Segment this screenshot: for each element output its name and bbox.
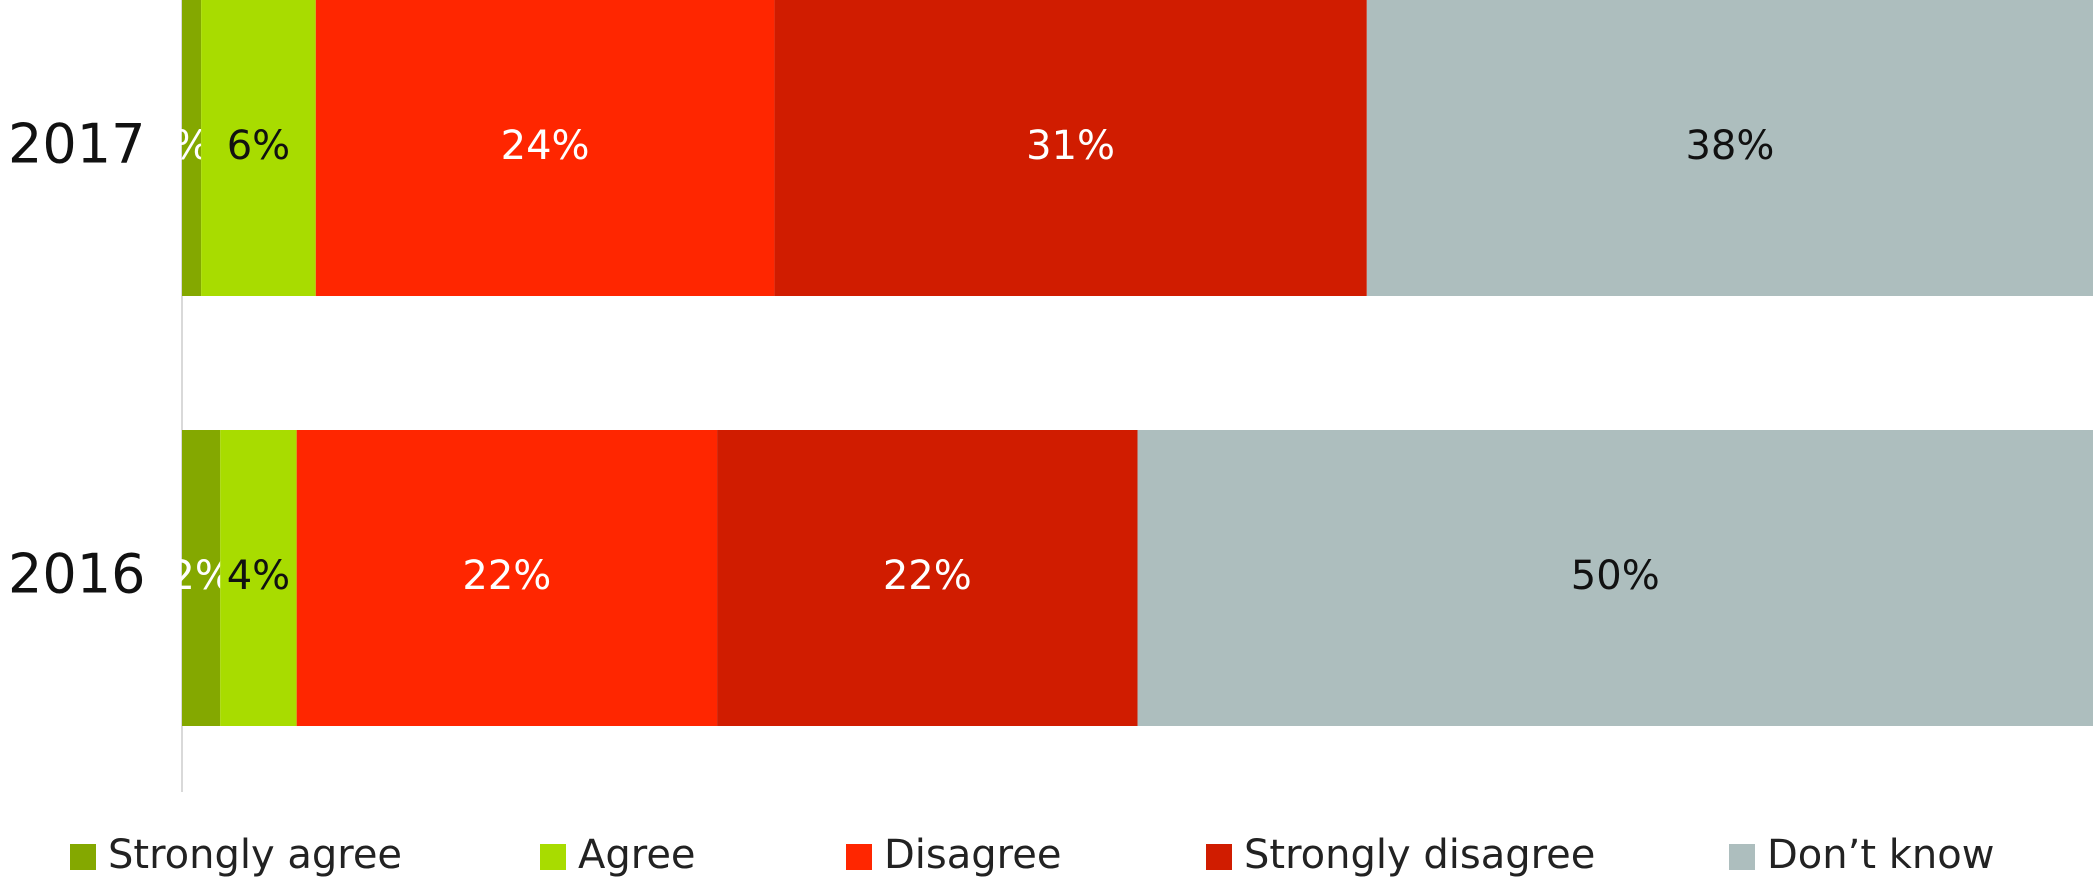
legend-label-don-t-know: Don’t know xyxy=(1767,832,1994,878)
bars-group: 2017% 6% 24% 31% 38%2016 2%4% 22% 22% 50% xyxy=(8,0,2093,726)
legend-swatch-strongly-agree xyxy=(70,844,96,870)
data-label-2016-agree: 4% xyxy=(227,553,290,599)
legend-swatch-agree xyxy=(540,844,566,870)
category-label-2017: 2017 xyxy=(8,113,145,176)
legend-item-strongly-agree: Strongly agree xyxy=(70,832,402,878)
legend: Strongly agree Agree Disagree Strongly disa… xyxy=(70,832,1994,878)
data-label-2017-disagree: 24% xyxy=(501,123,590,169)
data-label-2017-don-t-know: 38% xyxy=(1685,123,1774,169)
legend-item-strongly-disagree: Strongly disagree xyxy=(1206,832,1595,878)
data-label-2016-strongly-disagree: 22% xyxy=(883,553,972,599)
data-label-2017-agree: 6% xyxy=(227,123,290,169)
legend-label-strongly-disagree: Strongly disagree xyxy=(1244,832,1595,878)
data-label-2016-disagree: 22% xyxy=(462,553,551,599)
data-label-2017-strongly-disagree: 31% xyxy=(1026,123,1115,169)
legend-item-agree: Agree xyxy=(540,832,696,878)
category-label-2016: 2016 xyxy=(8,543,145,606)
legend-label-strongly-agree: Strongly agree xyxy=(108,832,402,878)
legend-item-disagree: Disagree xyxy=(846,832,1061,878)
legend-swatch-strongly-disagree xyxy=(1206,844,1232,870)
legend-label-agree: Agree xyxy=(578,832,696,878)
legend-swatch-don-t-know xyxy=(1729,844,1755,870)
legend-swatch-disagree xyxy=(846,844,872,870)
legend-label-disagree: Disagree xyxy=(884,832,1061,878)
data-label-2016-don-t-know: 50% xyxy=(1571,553,1660,599)
legend-item-don-t-know: Don’t know xyxy=(1729,832,1994,878)
